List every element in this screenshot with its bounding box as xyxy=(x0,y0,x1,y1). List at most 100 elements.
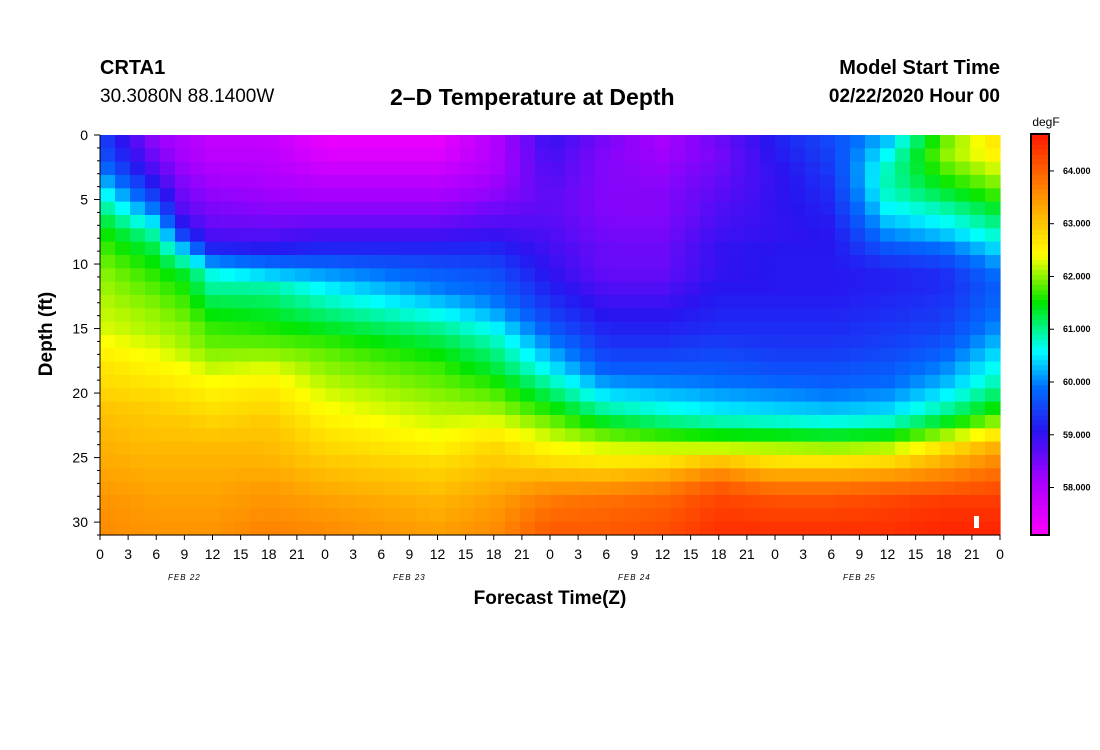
heatmap-cell xyxy=(970,401,986,416)
heatmap-cell xyxy=(400,375,416,389)
heatmap-cell xyxy=(685,268,701,283)
colorbar-segment xyxy=(1031,224,1049,230)
heatmap-cell xyxy=(925,161,941,176)
heatmap-cell xyxy=(655,148,671,163)
heatmap-cell xyxy=(850,321,866,336)
heatmap-cell xyxy=(145,135,161,149)
heatmap-cell xyxy=(910,508,926,523)
heatmap-cell xyxy=(100,468,116,483)
x-tick-label: 3 xyxy=(124,546,132,562)
heatmap-cell xyxy=(370,361,386,376)
heatmap-cell xyxy=(985,321,1001,336)
heatmap-cell xyxy=(625,201,641,216)
heatmap-cell xyxy=(550,441,566,456)
heatmap-cell xyxy=(670,441,686,456)
heatmap-cell xyxy=(325,335,341,349)
heatmap-cell xyxy=(415,148,431,163)
heatmap-cell xyxy=(145,521,161,536)
heatmap-cell xyxy=(790,161,806,176)
heatmap-cell xyxy=(385,348,401,363)
heatmap-cell xyxy=(130,228,146,243)
heatmap-cell xyxy=(340,228,356,243)
heatmap-cell xyxy=(955,281,971,296)
heatmap-cell xyxy=(175,135,191,149)
heatmap-cell xyxy=(370,521,386,536)
heatmap-cell xyxy=(295,468,311,483)
x-tick-label: 15 xyxy=(458,546,474,562)
heatmap-cell xyxy=(805,161,821,176)
heatmap-cell xyxy=(235,508,251,523)
heatmap-cell xyxy=(145,295,161,309)
heatmap-cell xyxy=(835,175,851,189)
heatmap-cell xyxy=(940,175,956,189)
heatmap-cell xyxy=(145,321,161,336)
heatmap-cell xyxy=(115,281,131,296)
heatmap-cell xyxy=(385,188,401,203)
colorbar-segment xyxy=(1031,179,1049,185)
heatmap-cell xyxy=(700,508,716,523)
heatmap-cell xyxy=(580,241,596,256)
heatmap-cell xyxy=(880,388,896,403)
heatmap-cell xyxy=(145,335,161,349)
heatmap-cell xyxy=(145,428,161,443)
heatmap-cell xyxy=(445,481,461,496)
heatmap-cell xyxy=(775,388,791,403)
heatmap-cell xyxy=(820,468,836,483)
heatmap-cell xyxy=(730,321,746,336)
heatmap-cell xyxy=(895,455,911,469)
heatmap-cell xyxy=(355,348,371,363)
heatmap-cell xyxy=(865,175,881,189)
heatmap-cell xyxy=(730,295,746,309)
heatmap-cell xyxy=(475,468,491,483)
heatmap-cell xyxy=(910,228,926,243)
heatmap-cell xyxy=(595,295,611,309)
heatmap-cell xyxy=(580,201,596,216)
heatmap-cell xyxy=(790,455,806,469)
heatmap-cell xyxy=(655,401,671,416)
heatmap-cell xyxy=(130,201,146,216)
heatmap-cell xyxy=(955,148,971,163)
heatmap-cell xyxy=(850,428,866,443)
heatmap-cell xyxy=(220,441,236,456)
heatmap-cell xyxy=(445,188,461,203)
heatmap-cell xyxy=(670,415,686,429)
heatmap-cell xyxy=(310,495,326,509)
heatmap-cell xyxy=(790,228,806,243)
heatmap-cell xyxy=(910,415,926,429)
heatmap-cell xyxy=(130,175,146,189)
heatmap-cell xyxy=(430,428,446,443)
heatmap-cell xyxy=(730,481,746,496)
heatmap-cell xyxy=(760,188,776,203)
heatmap-cell xyxy=(340,148,356,163)
colorbar-segment xyxy=(1031,254,1049,260)
heatmap-cell xyxy=(775,295,791,309)
heatmap-cell xyxy=(490,281,506,296)
heatmap-cell xyxy=(220,428,236,443)
heatmap-cell xyxy=(610,481,626,496)
heatmap-cell xyxy=(400,161,416,176)
heatmap-cell xyxy=(310,175,326,189)
heatmap-cell xyxy=(850,361,866,376)
heatmap-cell xyxy=(685,255,701,269)
heatmap-cell xyxy=(805,295,821,309)
heatmap-cell xyxy=(910,388,926,403)
heatmap-cell xyxy=(775,175,791,189)
heatmap-cell xyxy=(175,361,191,376)
heatmap-cell xyxy=(100,148,116,163)
heatmap-cell xyxy=(415,175,431,189)
heatmap-cell xyxy=(130,188,146,203)
heatmap-cell xyxy=(610,401,626,416)
heatmap-cell xyxy=(715,241,731,256)
heatmap-cell xyxy=(385,521,401,536)
heatmap-cell xyxy=(130,161,146,176)
heatmap-cell xyxy=(445,508,461,523)
heatmap-cell xyxy=(130,508,146,523)
heatmap-cell xyxy=(115,375,131,389)
heatmap-cell xyxy=(565,388,581,403)
heatmap-cell xyxy=(175,215,191,229)
heatmap-cell xyxy=(610,321,626,336)
heatmap-cell xyxy=(610,388,626,403)
heatmap-cell xyxy=(475,215,491,229)
heatmap-cell xyxy=(805,228,821,243)
